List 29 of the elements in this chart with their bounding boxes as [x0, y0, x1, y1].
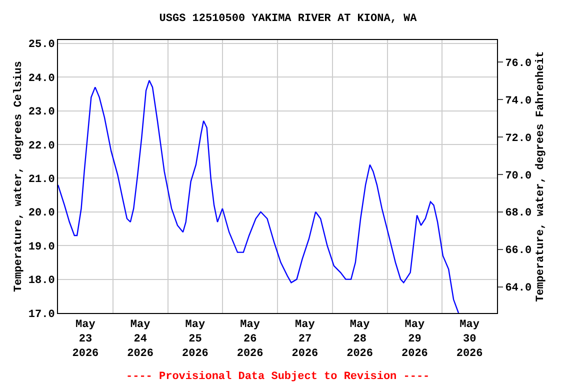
y-tick-label: 20.0 [28, 208, 55, 220]
chart-title: USGS 12510500 YAKIMA RIVER AT KIONA, WA [159, 13, 418, 26]
y2-tick-label: 66.0 [505, 245, 532, 258]
y-tick-label: 21.0 [28, 174, 55, 186]
y2-tick-label: 64.0 [505, 282, 532, 295]
y-tick-label: 23.0 [28, 106, 55, 119]
y-tick-label: 18.0 [28, 275, 55, 288]
y2-tick-label: 70.0 [505, 170, 532, 182]
x-tick-label: May 27 2026 [292, 319, 318, 360]
y-tick-label: 17.0 [28, 308, 55, 321]
line-series [58, 80, 460, 313]
x-tick-label: May 26 2026 [236, 319, 264, 360]
y2-tick-label: 68.0 [505, 208, 532, 220]
x-tick-label: May 23 2026 [72, 319, 99, 360]
y-axis-title: Temperature, water, degrees Celsius [13, 60, 26, 292]
y2-tick-label: 74.0 [505, 95, 532, 108]
x-tick-label: May 25 2026 [182, 319, 208, 360]
y-tick-label: 24.0 [28, 72, 55, 85]
x-tick-label: May 24 2026 [127, 319, 154, 360]
y-tick-label: 25.0 [28, 39, 55, 52]
x-tick-label: May 29 2026 [401, 319, 428, 360]
y2-tick-label: 76.0 [505, 58, 532, 70]
y-tick-label: 22.0 [28, 140, 55, 152]
text: ---- Provisional Data Subject to Revision ---- [126, 371, 430, 383]
x-tick-label: May 28 2026 [346, 319, 374, 360]
y2-axis-title: Temperature, water, degrees Fahrenheit [534, 51, 547, 302]
y-tick-label: 19.0 [28, 241, 55, 254]
y2-tick-label: 72.0 [505, 132, 532, 145]
x-tick-label: May 30 2026 [456, 319, 483, 360]
